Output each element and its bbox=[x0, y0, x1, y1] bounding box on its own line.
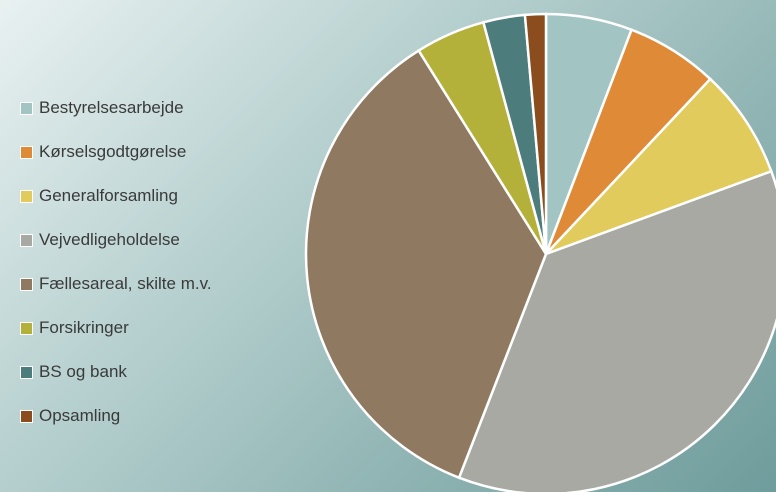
legend-label: Forsikringer bbox=[39, 318, 129, 337]
legend-swatch bbox=[20, 189, 33, 203]
legend-swatch bbox=[20, 409, 33, 423]
chart-legend: Bestyrelsesarbejde Kørselsgodtgørelse Gene… bbox=[20, 86, 280, 438]
pie-slice bbox=[457, 169, 776, 492]
legend-item: Vejvedligeholdelse bbox=[20, 218, 280, 262]
legend-label: Generalforsamling bbox=[39, 186, 178, 205]
pie-slice bbox=[523, 12, 548, 255]
legend-item: Generalforsamling bbox=[20, 174, 280, 218]
legend-label: Vejvedligeholdelse bbox=[39, 230, 180, 249]
legend-swatch bbox=[20, 277, 33, 291]
legend-item: BS og bank bbox=[20, 350, 280, 394]
legend-item: Fællesareal, skilte m.v. bbox=[20, 262, 280, 306]
legend-item: Opsamling bbox=[20, 394, 280, 438]
legend-swatch bbox=[20, 101, 33, 115]
legend-label: BS og bank bbox=[39, 362, 127, 381]
legend-swatch bbox=[20, 233, 33, 247]
legend-item: Forsikringer bbox=[20, 306, 280, 350]
legend-item: Kørselsgodtgørelse bbox=[20, 130, 280, 174]
legend-label: Kørselsgodtgørelse bbox=[39, 142, 187, 161]
legend-swatch bbox=[20, 365, 33, 379]
legend-label: Fællesareal, skilte m.v. bbox=[39, 274, 212, 293]
legend-swatch bbox=[20, 321, 33, 335]
legend-label: Bestyrelsesarbejde bbox=[39, 98, 184, 117]
legend-swatch bbox=[20, 145, 33, 159]
legend-item: Bestyrelsesarbejde bbox=[20, 86, 280, 130]
legend-label: Opsamling bbox=[39, 406, 121, 425]
pie-slice bbox=[545, 77, 773, 256]
pie-slice bbox=[304, 48, 548, 480]
